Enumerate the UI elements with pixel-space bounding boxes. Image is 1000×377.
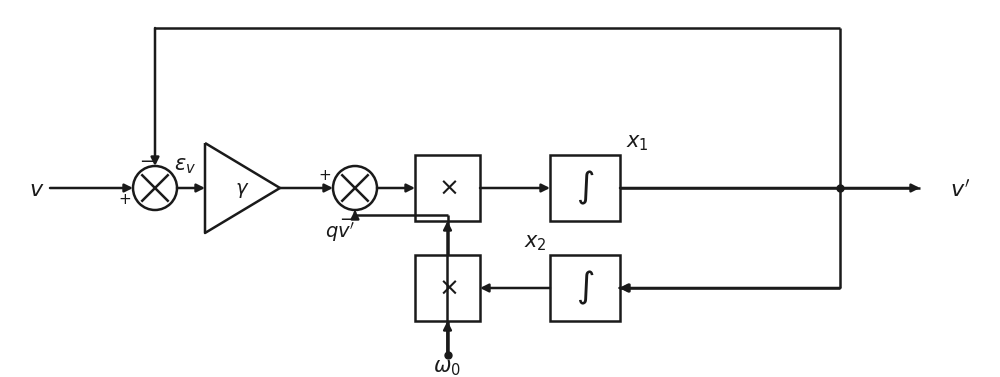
Text: $\times$: $\times$ bbox=[438, 276, 457, 300]
Bar bbox=[550, 255, 620, 321]
Bar bbox=[415, 155, 480, 221]
Text: $\int$: $\int$ bbox=[576, 269, 594, 307]
Text: $-$: $-$ bbox=[139, 151, 155, 169]
Text: $x_2$: $x_2$ bbox=[524, 233, 546, 253]
Text: $\times$: $\times$ bbox=[438, 176, 457, 200]
Text: $-$: $-$ bbox=[339, 209, 355, 227]
Text: $\omega_0$: $\omega_0$ bbox=[433, 358, 461, 377]
Bar bbox=[415, 255, 480, 321]
Text: $v$: $v$ bbox=[29, 180, 45, 200]
Text: $\gamma$: $\gamma$ bbox=[235, 181, 249, 199]
Text: $\int$: $\int$ bbox=[576, 169, 594, 207]
Bar bbox=[550, 155, 620, 221]
Text: $\varepsilon_v$: $\varepsilon_v$ bbox=[174, 156, 196, 176]
Text: $+$: $+$ bbox=[118, 193, 132, 207]
Text: $+$: $+$ bbox=[318, 169, 332, 184]
Text: $v'$: $v'$ bbox=[950, 179, 970, 201]
Text: $qv'$: $qv'$ bbox=[325, 220, 355, 244]
Text: $x_1$: $x_1$ bbox=[626, 133, 648, 153]
